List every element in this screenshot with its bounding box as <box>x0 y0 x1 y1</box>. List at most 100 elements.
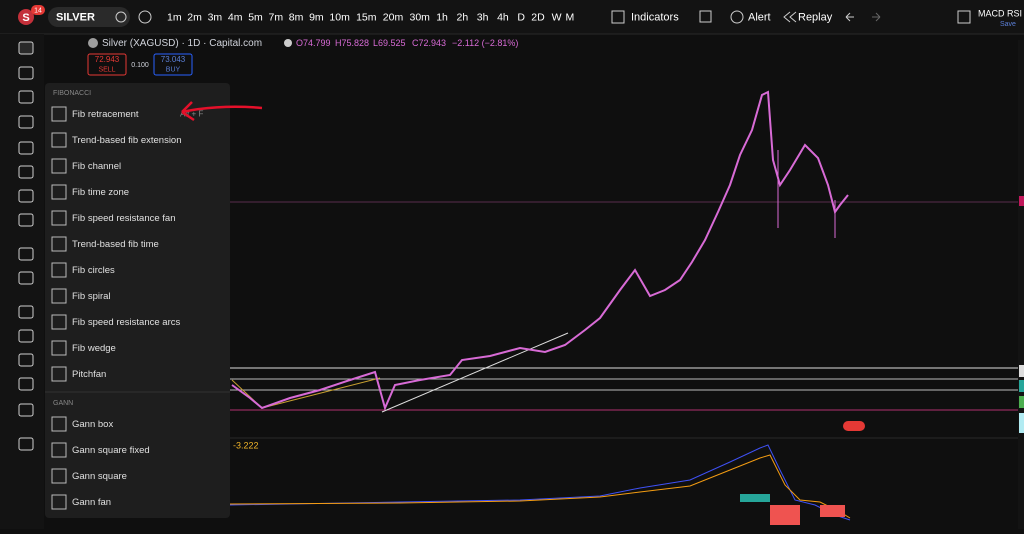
layouts-button[interactable] <box>699 10 712 23</box>
interval-button[interactable]: 3h <box>477 11 489 23</box>
interval-button[interactable]: 7m <box>269 11 284 23</box>
menu-item[interactable]: Gann square <box>72 471 127 482</box>
buy-label: BUY <box>166 66 181 73</box>
menu-section-title: FIBONACCI <box>53 90 91 97</box>
tool-icon[interactable] <box>18 213 34 227</box>
menu-item-icon <box>51 442 67 458</box>
undo-button[interactable] <box>845 12 854 22</box>
sell-button[interactable] <box>87 53 127 76</box>
menu-item[interactable]: Gann box <box>72 419 113 430</box>
menu-item-icon <box>51 340 67 356</box>
menu-item[interactable]: Gann fan <box>72 497 111 508</box>
interval-button[interactable]: 2m <box>187 11 202 23</box>
sell-price: 72.943 <box>95 55 120 64</box>
alert-button[interactable]: Alert <box>748 11 771 23</box>
top-bar <box>0 0 1024 34</box>
layout-checkbox[interactable] <box>957 10 971 24</box>
layout-name[interactable]: MACD RSI V <box>978 8 1024 18</box>
price-tag <box>1019 196 1024 206</box>
menu-item[interactable]: Fib retracement <box>72 109 139 120</box>
annotation-arrow <box>181 101 263 122</box>
buy-price: 73.043 <box>161 55 186 64</box>
menu-item-icon <box>51 158 67 174</box>
tool-icon[interactable] <box>18 90 34 104</box>
tool-icon[interactable] <box>18 329 34 343</box>
tool-icon[interactable] <box>18 271 34 285</box>
macd-line <box>229 444 851 521</box>
legend-high: H75.828 <box>335 38 369 48</box>
buy-button[interactable] <box>153 53 193 76</box>
interval-button[interactable]: 30m <box>410 11 431 23</box>
badge <box>31 5 45 15</box>
save-link[interactable]: Save <box>1000 21 1016 28</box>
menu-item[interactable]: Trend-based fib extension <box>72 135 182 146</box>
interval-button[interactable]: D <box>517 11 525 23</box>
price-series <box>231 90 849 411</box>
histogram-bars <box>740 494 770 502</box>
tool-icon[interactable] <box>18 115 34 129</box>
menu-item-icon <box>51 262 67 278</box>
menu-item-icon <box>51 314 67 330</box>
event-flag[interactable] <box>843 421 865 431</box>
menu-item[interactable]: Fib speed resistance fan <box>72 213 176 224</box>
replay-button[interactable]: Replay <box>798 11 833 23</box>
menu-item-icon <box>51 468 67 484</box>
spread: 0.100 <box>131 62 149 69</box>
interval-button[interactable]: 20m <box>383 11 404 23</box>
redo-button[interactable] <box>872 12 881 22</box>
tool-icon[interactable] <box>18 437 34 451</box>
menu-item[interactable]: Fib channel <box>72 161 121 172</box>
tool-icon[interactable] <box>18 353 34 367</box>
interval-button[interactable]: M <box>566 11 575 23</box>
tool-icon[interactable] <box>18 247 34 261</box>
interval-button[interactable]: 2h <box>457 11 469 23</box>
symbol: SILVER <box>56 11 95 23</box>
legend-change: −2.112 (−2.81%) <box>452 38 518 48</box>
interval-button[interactable]: 2D <box>531 11 545 23</box>
interval-button[interactable]: 4m <box>228 11 243 23</box>
interval-button[interactable]: 3m <box>208 11 223 23</box>
indicators-button[interactable]: Indicators <box>631 11 679 23</box>
indicator-value: -3.222 <box>233 440 259 450</box>
interval-button[interactable]: W <box>552 11 562 23</box>
menu-item[interactable]: Fib wedge <box>72 343 116 354</box>
interval-button[interactable]: 4h <box>497 11 509 23</box>
menu-item-icon <box>51 288 67 304</box>
alert-icon <box>730 10 744 24</box>
left-toolbar <box>0 34 44 529</box>
interval-button[interactable]: 9m <box>309 11 324 23</box>
avatar[interactable] <box>18 9 34 25</box>
interval-button[interactable]: 5m <box>248 11 263 23</box>
interval-button[interactable]: 15m <box>356 11 377 23</box>
menu-item[interactable]: Fib spiral <box>72 291 111 302</box>
tool-icon[interactable] <box>18 305 34 319</box>
interval-button[interactable]: 10m <box>329 11 350 23</box>
tool-icon[interactable] <box>18 189 34 203</box>
menu-item[interactable]: Fib time zone <box>72 187 129 198</box>
interval-button[interactable]: 1h <box>436 11 448 23</box>
menu-item[interactable]: Pitchfan <box>72 369 106 380</box>
shortcut: Alt + F <box>180 110 203 119</box>
tool-icon[interactable] <box>18 41 34 55</box>
histogram-bars <box>770 505 800 525</box>
interval-button[interactable]: 1m <box>167 11 182 23</box>
legend-title: Silver (XAGUSD) · 1D · Capital.com <box>102 38 262 49</box>
menu-item[interactable]: Fib speed resistance arcs <box>72 317 180 328</box>
tool-icon[interactable] <box>18 377 34 391</box>
tool-icon[interactable] <box>18 403 34 417</box>
tool-icon[interactable] <box>18 165 34 179</box>
tool-icon[interactable] <box>18 66 34 80</box>
menu-item[interactable]: Trend-based fib time <box>72 239 159 250</box>
price-scale <box>1018 40 1024 529</box>
menu-item-icon <box>51 210 67 226</box>
menu-item[interactable]: Fib circles <box>72 265 115 276</box>
trend-line <box>261 377 381 409</box>
level-tag <box>1019 396 1024 408</box>
compare-button[interactable] <box>138 10 152 24</box>
symbol-search[interactable] <box>48 7 130 27</box>
indicators-icon <box>611 10 625 24</box>
interval-button[interactable]: 8m <box>289 11 304 23</box>
menu-item[interactable]: Gann square fixed <box>72 445 150 456</box>
tool-icon[interactable] <box>18 141 34 155</box>
